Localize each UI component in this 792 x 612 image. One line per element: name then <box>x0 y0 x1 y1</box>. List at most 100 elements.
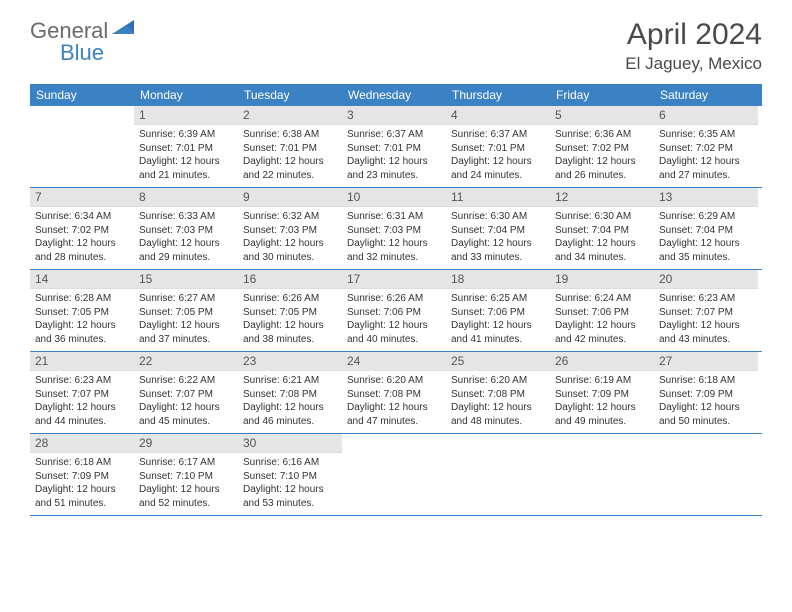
calendar-cell: 11Sunrise: 6:30 AMSunset: 7:04 PMDayligh… <box>446 188 550 269</box>
sunrise-text: Sunrise: 6:21 AM <box>243 374 337 388</box>
daylight-text: Daylight: 12 hours and 49 minutes. <box>555 401 649 428</box>
calendar-cell: 13Sunrise: 6:29 AMSunset: 7:04 PMDayligh… <box>654 188 758 269</box>
day-number: 21 <box>30 352 134 371</box>
day-header-row: Sunday Monday Tuesday Wednesday Thursday… <box>30 84 762 106</box>
day-header-fri: Friday <box>550 84 654 106</box>
daylight-text: Daylight: 12 hours and 30 minutes. <box>243 237 337 264</box>
calendar-cell: 15Sunrise: 6:27 AMSunset: 7:05 PMDayligh… <box>134 270 238 351</box>
daylight-text: Daylight: 12 hours and 50 minutes. <box>659 401 753 428</box>
day-body: Sunrise: 6:23 AMSunset: 7:07 PMDaylight:… <box>654 289 758 351</box>
day-body: Sunrise: 6:20 AMSunset: 7:08 PMDaylight:… <box>446 371 550 433</box>
sunset-text: Sunset: 7:06 PM <box>347 306 441 320</box>
day-number: 2 <box>238 106 342 125</box>
day-body: Sunrise: 6:34 AMSunset: 7:02 PMDaylight:… <box>30 207 134 269</box>
calendar-cell: 8Sunrise: 6:33 AMSunset: 7:03 PMDaylight… <box>134 188 238 269</box>
day-body: Sunrise: 6:31 AMSunset: 7:03 PMDaylight:… <box>342 207 446 269</box>
calendar: Sunday Monday Tuesday Wednesday Thursday… <box>30 84 762 516</box>
calendar-cell: 12Sunrise: 6:30 AMSunset: 7:04 PMDayligh… <box>550 188 654 269</box>
day-body: Sunrise: 6:27 AMSunset: 7:05 PMDaylight:… <box>134 289 238 351</box>
calendar-cell: 4Sunrise: 6:37 AMSunset: 7:01 PMDaylight… <box>446 106 550 187</box>
daylight-text: Daylight: 12 hours and 43 minutes. <box>659 319 753 346</box>
day-number: 28 <box>30 434 134 453</box>
day-body: Sunrise: 6:26 AMSunset: 7:06 PMDaylight:… <box>342 289 446 351</box>
sunrise-text: Sunrise: 6:27 AM <box>139 292 233 306</box>
day-body: Sunrise: 6:39 AMSunset: 7:01 PMDaylight:… <box>134 125 238 187</box>
day-body: Sunrise: 6:29 AMSunset: 7:04 PMDaylight:… <box>654 207 758 269</box>
calendar-cell: 2Sunrise: 6:38 AMSunset: 7:01 PMDaylight… <box>238 106 342 187</box>
calendar-cell <box>342 434 446 515</box>
day-body: Sunrise: 6:26 AMSunset: 7:05 PMDaylight:… <box>238 289 342 351</box>
calendar-cell: 29Sunrise: 6:17 AMSunset: 7:10 PMDayligh… <box>134 434 238 515</box>
week-row: 1Sunrise: 6:39 AMSunset: 7:01 PMDaylight… <box>30 106 762 188</box>
location: El Jaguey, Mexico <box>625 54 762 74</box>
day-number: 14 <box>30 270 134 289</box>
sunset-text: Sunset: 7:09 PM <box>35 470 129 484</box>
day-body: Sunrise: 6:19 AMSunset: 7:09 PMDaylight:… <box>550 371 654 433</box>
sunrise-text: Sunrise: 6:29 AM <box>659 210 753 224</box>
sunset-text: Sunset: 7:01 PM <box>451 142 545 156</box>
calendar-cell: 24Sunrise: 6:20 AMSunset: 7:08 PMDayligh… <box>342 352 446 433</box>
sunset-text: Sunset: 7:09 PM <box>659 388 753 402</box>
day-header-wed: Wednesday <box>342 84 446 106</box>
sunset-text: Sunset: 7:04 PM <box>451 224 545 238</box>
daylight-text: Daylight: 12 hours and 29 minutes. <box>139 237 233 264</box>
sunrise-text: Sunrise: 6:37 AM <box>347 128 441 142</box>
day-header-thu: Thursday <box>446 84 550 106</box>
sunset-text: Sunset: 7:06 PM <box>555 306 649 320</box>
calendar-cell: 30Sunrise: 6:16 AMSunset: 7:10 PMDayligh… <box>238 434 342 515</box>
daylight-text: Daylight: 12 hours and 45 minutes. <box>139 401 233 428</box>
day-number: 29 <box>134 434 238 453</box>
sunrise-text: Sunrise: 6:18 AM <box>659 374 753 388</box>
day-body: Sunrise: 6:32 AMSunset: 7:03 PMDaylight:… <box>238 207 342 269</box>
sunset-text: Sunset: 7:01 PM <box>139 142 233 156</box>
sunset-text: Sunset: 7:07 PM <box>659 306 753 320</box>
sunset-text: Sunset: 7:07 PM <box>35 388 129 402</box>
daylight-text: Daylight: 12 hours and 35 minutes. <box>659 237 753 264</box>
sunset-text: Sunset: 7:04 PM <box>659 224 753 238</box>
calendar-cell: 9Sunrise: 6:32 AMSunset: 7:03 PMDaylight… <box>238 188 342 269</box>
daylight-text: Daylight: 12 hours and 46 minutes. <box>243 401 337 428</box>
daylight-text: Daylight: 12 hours and 28 minutes. <box>35 237 129 264</box>
day-number: 9 <box>238 188 342 207</box>
sunrise-text: Sunrise: 6:24 AM <box>555 292 649 306</box>
day-number: 26 <box>550 352 654 371</box>
daylight-text: Daylight: 12 hours and 23 minutes. <box>347 155 441 182</box>
calendar-cell: 20Sunrise: 6:23 AMSunset: 7:07 PMDayligh… <box>654 270 758 351</box>
sunset-text: Sunset: 7:01 PM <box>243 142 337 156</box>
sunrise-text: Sunrise: 6:34 AM <box>35 210 129 224</box>
week-row: 7Sunrise: 6:34 AMSunset: 7:02 PMDaylight… <box>30 188 762 270</box>
calendar-cell: 25Sunrise: 6:20 AMSunset: 7:08 PMDayligh… <box>446 352 550 433</box>
sunset-text: Sunset: 7:03 PM <box>347 224 441 238</box>
daylight-text: Daylight: 12 hours and 37 minutes. <box>139 319 233 346</box>
day-body: Sunrise: 6:35 AMSunset: 7:02 PMDaylight:… <box>654 125 758 187</box>
sunset-text: Sunset: 7:05 PM <box>243 306 337 320</box>
daylight-text: Daylight: 12 hours and 48 minutes. <box>451 401 545 428</box>
day-number: 19 <box>550 270 654 289</box>
day-number: 30 <box>238 434 342 453</box>
day-body: Sunrise: 6:25 AMSunset: 7:06 PMDaylight:… <box>446 289 550 351</box>
sunset-text: Sunset: 7:02 PM <box>555 142 649 156</box>
week-row: 14Sunrise: 6:28 AMSunset: 7:05 PMDayligh… <box>30 270 762 352</box>
daylight-text: Daylight: 12 hours and 51 minutes. <box>35 483 129 510</box>
day-body: Sunrise: 6:22 AMSunset: 7:07 PMDaylight:… <box>134 371 238 433</box>
daylight-text: Daylight: 12 hours and 41 minutes. <box>451 319 545 346</box>
sunset-text: Sunset: 7:08 PM <box>243 388 337 402</box>
day-body: Sunrise: 6:38 AMSunset: 7:01 PMDaylight:… <box>238 125 342 187</box>
sunset-text: Sunset: 7:04 PM <box>555 224 649 238</box>
week-row: 21Sunrise: 6:23 AMSunset: 7:07 PMDayligh… <box>30 352 762 434</box>
calendar-cell: 17Sunrise: 6:26 AMSunset: 7:06 PMDayligh… <box>342 270 446 351</box>
sunrise-text: Sunrise: 6:25 AM <box>451 292 545 306</box>
day-number: 11 <box>446 188 550 207</box>
day-number: 15 <box>134 270 238 289</box>
calendar-cell: 3Sunrise: 6:37 AMSunset: 7:01 PMDaylight… <box>342 106 446 187</box>
calendar-cell: 16Sunrise: 6:26 AMSunset: 7:05 PMDayligh… <box>238 270 342 351</box>
sunrise-text: Sunrise: 6:20 AM <box>451 374 545 388</box>
calendar-cell: 21Sunrise: 6:23 AMSunset: 7:07 PMDayligh… <box>30 352 134 433</box>
sunset-text: Sunset: 7:03 PM <box>243 224 337 238</box>
header: General Blue April 2024 El Jaguey, Mexic… <box>0 0 792 84</box>
sunrise-text: Sunrise: 6:16 AM <box>243 456 337 470</box>
daylight-text: Daylight: 12 hours and 53 minutes. <box>243 483 337 510</box>
day-body: Sunrise: 6:37 AMSunset: 7:01 PMDaylight:… <box>446 125 550 187</box>
sunset-text: Sunset: 7:02 PM <box>35 224 129 238</box>
day-body: Sunrise: 6:16 AMSunset: 7:10 PMDaylight:… <box>238 453 342 515</box>
